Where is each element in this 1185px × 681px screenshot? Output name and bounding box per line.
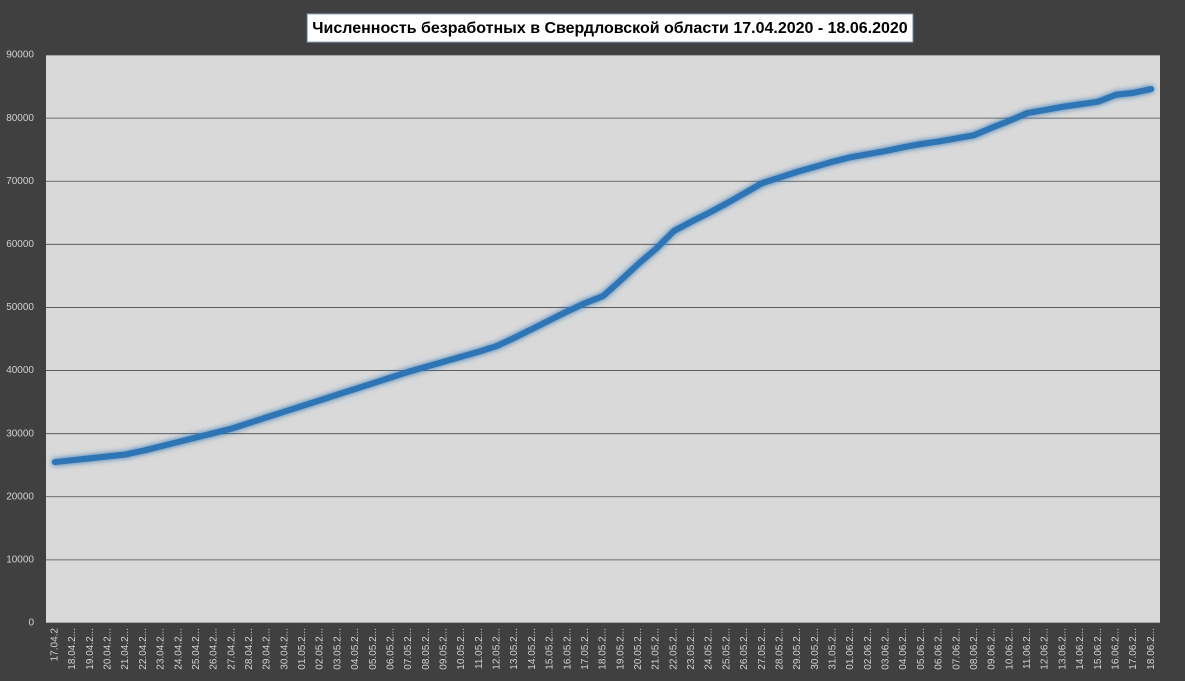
x-tick-label: 17.06.2...	[1128, 628, 1139, 670]
x-tick-label: 05.06.2...	[916, 628, 927, 670]
x-tick-label: 26.05.2...	[739, 628, 750, 670]
x-tick-label: 19.04.2...	[85, 628, 96, 670]
x-tick-label: 27.04.2...	[226, 628, 237, 670]
y-tick-label: 50000	[6, 302, 34, 313]
x-tick-label: 10.06.2...	[1004, 628, 1015, 670]
x-tick-label: 06.05.2...	[385, 628, 396, 670]
x-tick-label: 20.05.2...	[633, 628, 644, 670]
x-tick-label: 31.05.2...	[828, 628, 839, 670]
x-tick-label: 24.05.2...	[704, 628, 715, 670]
y-tick-label: 40000	[6, 365, 34, 376]
x-tick-label: 07.06.2...	[951, 628, 962, 670]
y-tick-label: 70000	[6, 176, 34, 187]
x-tick-label: 23.05.2...	[686, 628, 697, 670]
x-tick-label: 17.05.2...	[580, 628, 591, 670]
x-tick-label: 11.05.2...	[474, 628, 485, 669]
x-tick-label: 12.06.2...	[1040, 628, 1051, 670]
x-tick-label: 21.05.2...	[651, 628, 662, 670]
x-tick-label: 18.04.2...	[67, 628, 78, 670]
y-tick-label: 20000	[6, 491, 34, 502]
y-tick-label: 60000	[6, 239, 34, 250]
x-tick-label: 02.06.2...	[863, 628, 874, 670]
x-tick-label: 13.05.2...	[509, 628, 520, 670]
x-tick-label: 18.06.2...	[1146, 628, 1157, 670]
x-tick-label: 04.05.2...	[350, 628, 361, 670]
x-tick-label: 11.06.2...	[1022, 628, 1033, 669]
x-tick-label: 07.05.2...	[403, 628, 414, 670]
x-tick-label: 03.05.2...	[332, 628, 343, 670]
x-tick-label: 14.06.2...	[1075, 628, 1086, 670]
x-tick-label: 25.04.2...	[191, 628, 202, 670]
x-tick-label: 16.06.2...	[1110, 628, 1121, 670]
x-tick-label: 01.06.2...	[845, 628, 856, 670]
x-tick-label: 14.05.2...	[527, 628, 538, 670]
x-tick-label: 17.04.2	[49, 628, 60, 662]
x-tick-label: 16.05.2...	[562, 628, 573, 670]
y-tick-label: 90000	[6, 50, 34, 61]
x-tick-label: 03.06.2...	[881, 628, 892, 670]
x-tick-label: 29.04.2...	[262, 628, 273, 670]
x-tick-label: 15.06.2...	[1093, 628, 1104, 670]
x-tick-label: 06.06.2...	[934, 628, 945, 670]
x-tick-label: 18.05.2...	[598, 628, 609, 670]
x-tick-label: 25.05.2...	[721, 628, 732, 670]
x-tick-label: 12.05.2...	[492, 628, 503, 670]
y-tick-label: 10000	[6, 555, 34, 566]
x-tick-label: 30.05.2...	[810, 628, 821, 670]
x-tick-label: 09.06.2...	[987, 628, 998, 670]
x-tick-label: 22.05.2...	[668, 628, 679, 670]
x-tick-label: 21.04.2...	[120, 628, 131, 670]
x-tick-label: 05.05.2...	[368, 628, 379, 670]
x-tick-label: 22.04.2...	[138, 628, 149, 670]
x-tick-label: 08.06.2...	[969, 628, 980, 670]
x-tick-label: 20.04.2...	[103, 628, 114, 670]
chart-title: Численность безработных в Свердловской о…	[312, 20, 908, 37]
x-tick-label: 02.05.2...	[315, 628, 326, 670]
x-tick-label: 09.05.2...	[438, 628, 449, 670]
y-tick-label: 30000	[6, 428, 34, 439]
x-tick-label: 04.06.2...	[898, 628, 909, 670]
x-tick-label: 15.05.2...	[545, 628, 556, 670]
line-series	[51, 86, 1155, 466]
y-tick-label: 0	[28, 618, 34, 629]
x-tick-label: 10.05.2...	[456, 628, 467, 670]
x-tick-label: 01.05.2...	[297, 628, 308, 670]
x-tick-label: 13.06.2...	[1057, 628, 1068, 670]
x-tick-label: 19.05.2...	[615, 628, 626, 670]
title-box	[306, 13, 914, 43]
x-tick-label: 23.04.2...	[156, 628, 167, 670]
plot-area	[46, 55, 1160, 623]
y-tick-label: 80000	[6, 113, 34, 124]
x-tick-label: 28.04.2...	[244, 628, 255, 670]
x-tick-label: 27.05.2...	[757, 628, 768, 670]
x-tick-label: 08.05.2...	[421, 628, 432, 670]
x-tick-label: 24.04.2...	[173, 628, 184, 670]
x-tick-label: 29.05.2...	[792, 628, 803, 670]
x-tick-label: 26.04.2...	[209, 628, 220, 670]
x-tick-label: 30.04.2...	[279, 628, 290, 670]
x-tick-label: 28.05.2...	[774, 628, 785, 670]
